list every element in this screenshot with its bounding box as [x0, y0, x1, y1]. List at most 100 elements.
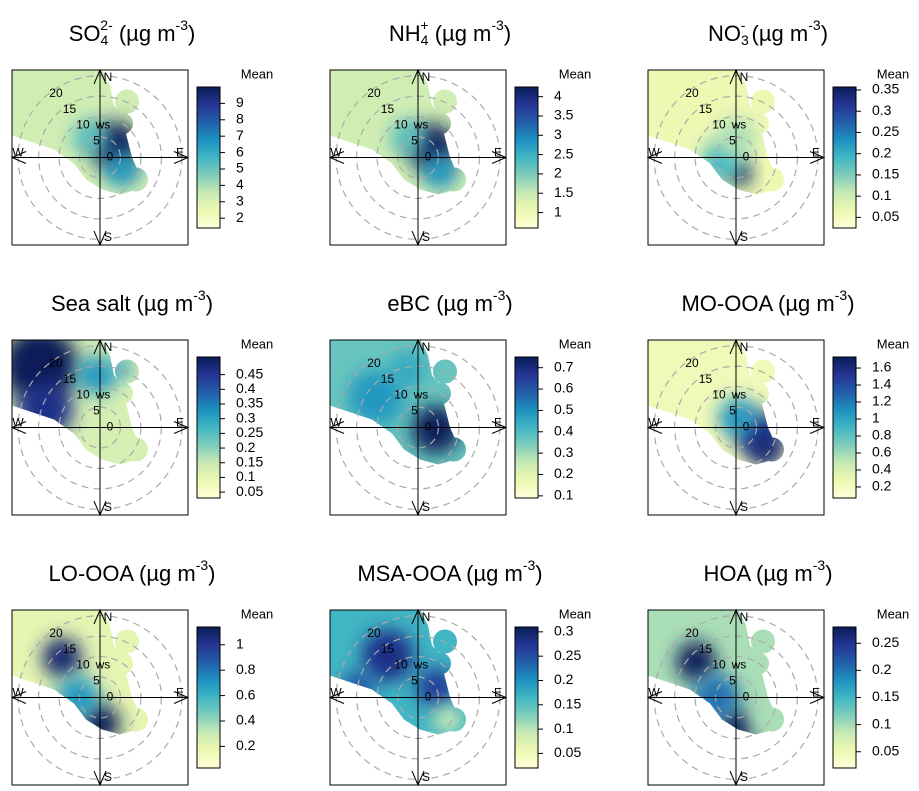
title-part: MSA-OOA (µg m	[357, 561, 522, 586]
title-part: +	[420, 17, 428, 33]
compass-label: E	[812, 686, 820, 700]
colorbar-tick-label: 0.4	[554, 422, 574, 438]
ws-ring-label: 0	[107, 420, 114, 434]
field-hotspot	[390, 351, 426, 388]
field-hotspot	[342, 671, 374, 704]
title-part: (µg m	[429, 21, 492, 46]
ws-ring-label: 15	[63, 372, 77, 386]
compass-label: W	[648, 416, 660, 430]
colorbar-tick-label: 0.2	[872, 478, 892, 494]
title-part: )	[535, 561, 542, 586]
title-part: NH	[389, 21, 421, 46]
colorbar-tick-label: 0.8	[872, 427, 892, 443]
ws-ring-label: 15	[63, 642, 77, 656]
compass-label: E	[176, 416, 184, 430]
colorbar-tick-label: 2	[554, 165, 562, 181]
plot-frame	[329, 69, 507, 246]
field-hotspot	[752, 437, 780, 465]
colorbar-tick-label: 4	[236, 176, 244, 192]
field-hotspot	[17, 381, 73, 438]
ws-ring-label: 20	[49, 86, 63, 100]
ws-ring-label: 15	[63, 102, 77, 116]
ws-ring-label: 5	[93, 134, 100, 148]
colorbar	[832, 356, 857, 499]
compass-label: N	[740, 70, 749, 84]
plot-frame	[647, 609, 825, 786]
title-part: 2-	[100, 17, 113, 33]
compass-label: E	[176, 686, 184, 700]
title-part: eBC (µg m	[387, 291, 493, 316]
ws-ring-label: 0	[107, 150, 114, 164]
plot-frame	[11, 609, 189, 786]
ws-ring-label: 15	[699, 372, 713, 386]
colorbar-tick-label: 1.5	[554, 184, 574, 200]
field-hotspot	[348, 369, 404, 426]
title-part: )	[504, 21, 511, 46]
colorbar-tick-label: 0.6	[554, 380, 574, 396]
colorbar-tick-label: 5	[236, 160, 244, 176]
colorbar-tick-label: 0.15	[236, 453, 263, 469]
colorbar-tick-label: 0.6	[236, 686, 256, 702]
colorbar-tick-label: 0.35	[872, 81, 899, 97]
colorbar-tick-label: 3	[236, 192, 244, 208]
ws-ring-label: 5	[93, 674, 100, 688]
colorbar-tick-label: 1	[872, 410, 880, 426]
colorbar-tick-label: 3.5	[554, 107, 574, 123]
compass-label: N	[104, 70, 113, 84]
title-part: -3	[491, 17, 504, 33]
colorbar-tick-label: 7	[236, 127, 244, 143]
title-part: -3	[808, 17, 821, 33]
ws-label: ws	[95, 658, 111, 672]
compass-label: N	[104, 610, 113, 624]
field-hotspot	[104, 151, 140, 188]
compass-label: E	[494, 686, 502, 700]
colorbar-title: Mean	[559, 606, 592, 621]
colorbar-tick-label: 0.05	[872, 208, 899, 224]
compass-label: W	[12, 416, 24, 430]
field-hotspot	[72, 119, 108, 156]
colorbar-tick-label: 1	[554, 203, 562, 219]
title-part: -	[741, 17, 746, 33]
colorbar-tick-label: 0.25	[236, 424, 263, 440]
compass-label: S	[740, 500, 748, 514]
compass-label: N	[740, 340, 749, 354]
ws-ring-label: 20	[367, 356, 381, 370]
colorbar	[514, 356, 539, 499]
ws-ring-label: 10	[76, 118, 90, 132]
compass-label: S	[740, 230, 748, 244]
colorbar-title: Mean	[877, 336, 910, 351]
field-hotspot	[416, 667, 456, 708]
colorbar-tick-label: 0.35	[236, 395, 263, 411]
compass-label: W	[648, 686, 660, 700]
ws-ring-label: 15	[381, 372, 395, 386]
ws-ring-label: 5	[411, 674, 418, 688]
title-part: Sea salt (µg m	[51, 291, 193, 316]
ws-label: ws	[413, 658, 429, 672]
ws-label: ws	[413, 118, 429, 132]
ws-ring-label: 20	[685, 626, 699, 640]
title-part: )	[847, 291, 854, 316]
compass-label: E	[494, 146, 502, 160]
ws-ring-label: 15	[381, 642, 395, 656]
ws-ring-label: 20	[49, 626, 63, 640]
ws-ring-label: 5	[729, 134, 736, 148]
panel-title: SO42- (µg m-3)	[69, 17, 196, 48]
colorbar-title: Mean	[877, 606, 910, 621]
ws-ring-label: 10	[712, 388, 726, 402]
colorbar-tick-label: 0.15	[872, 166, 899, 182]
colorbar-title: Mean	[559, 66, 592, 81]
concentration-field	[12, 340, 148, 465]
title-part: MO-OOA (µg m	[681, 291, 834, 316]
ws-label: ws	[95, 118, 111, 132]
colorbar-tick-label: 3	[554, 126, 562, 142]
colorbar-tick-label: 0.1	[236, 468, 256, 484]
colorbar-tick-label: 0.1	[554, 720, 574, 736]
compass-label: W	[12, 686, 24, 700]
ws-ring-label: 20	[367, 626, 381, 640]
compass-label: S	[422, 770, 430, 784]
field-hotspot	[362, 629, 414, 682]
ws-ring-label: 20	[685, 86, 699, 100]
ws-ring-label: 20	[685, 356, 699, 370]
colorbar-tick-label: 6	[236, 143, 244, 159]
